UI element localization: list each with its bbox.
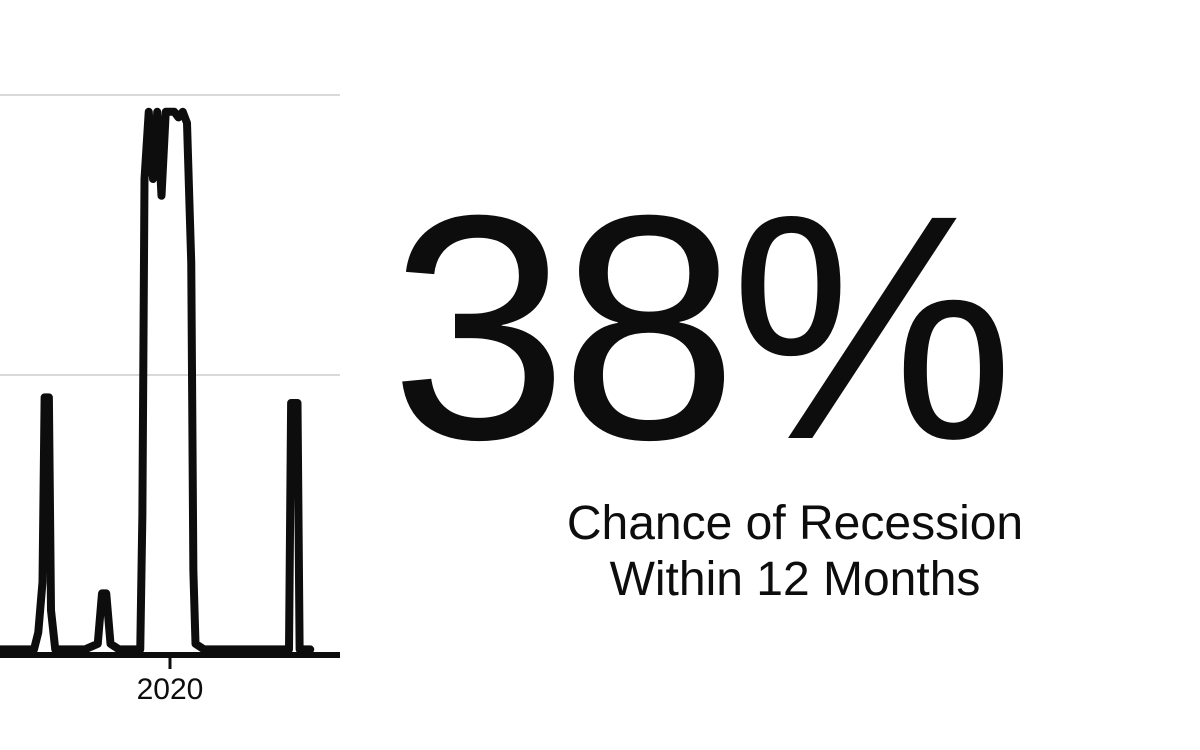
recession-probability-value: 38% [390,183,1200,471]
headline-text-block: 38% Chance of Recession Within 12 Months [340,143,1200,606]
recession-probability-caption: Chance of Recession Within 12 Months [485,496,1105,606]
recession-sparkline-chart: 2020 [0,65,340,685]
caption-line-2: Within 12 Months [610,553,981,606]
x-axis-tick-label: 2020 [137,673,204,707]
chart-svg [0,65,340,685]
caption-line-1: Chance of Recession [567,497,1023,550]
